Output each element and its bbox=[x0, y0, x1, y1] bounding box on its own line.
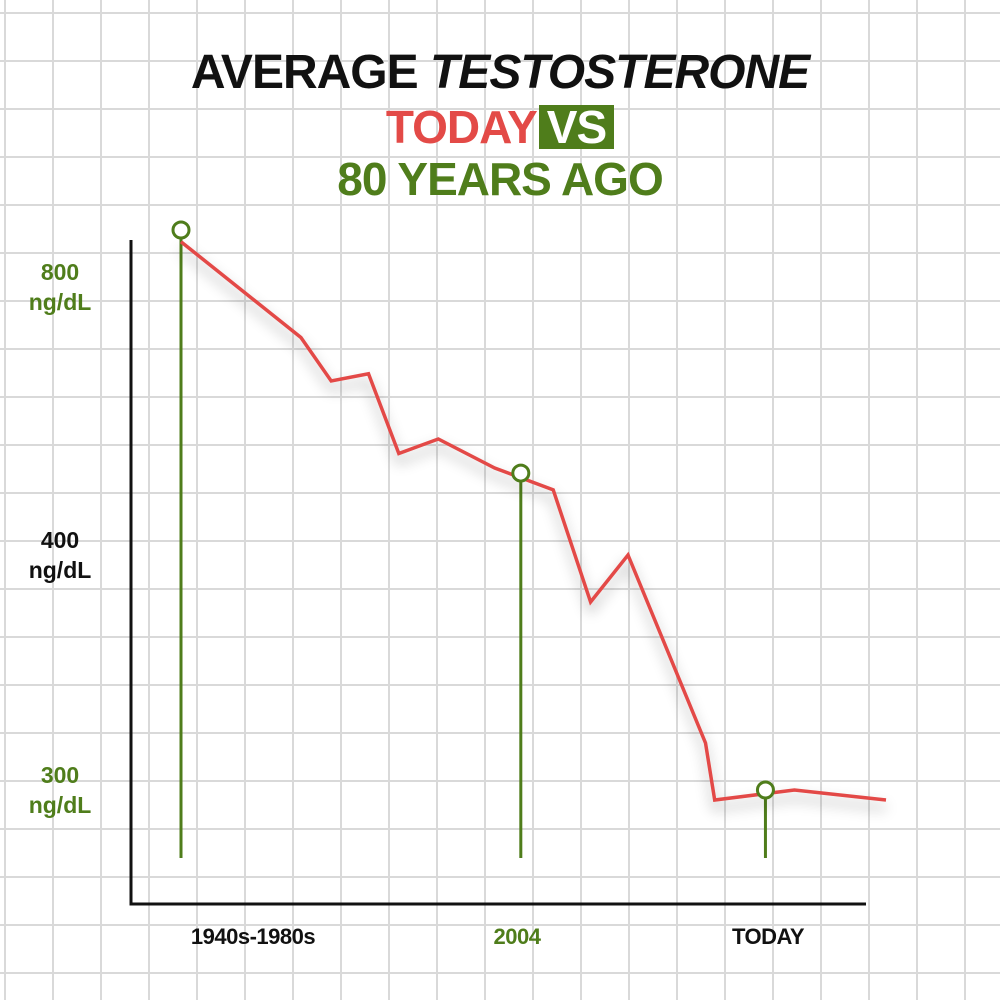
title-average: AVERAGE bbox=[190, 46, 419, 99]
y-tick-value: 800 bbox=[40, 259, 80, 285]
title-line-3: 80 YEARS AGO bbox=[337, 153, 663, 205]
x-tick-label: TODAY bbox=[731, 924, 805, 949]
title-today: TODAY bbox=[385, 101, 538, 153]
data-marker bbox=[755, 780, 775, 800]
y-tick-label: 300 ng/dL bbox=[0, 760, 120, 820]
data-marker bbox=[511, 463, 531, 483]
y-tick-unit: ng/dL bbox=[28, 289, 92, 315]
y-tick-label: 800 ng/dL bbox=[0, 257, 120, 317]
title-line-2: TODAY VS bbox=[0, 101, 1000, 153]
series-line bbox=[179, 240, 887, 802]
y-tick-unit: ng/dL bbox=[28, 557, 92, 583]
y-tick-unit: ng/dL bbox=[28, 792, 92, 818]
data-marker bbox=[171, 220, 191, 240]
y-tick-value: 400 bbox=[40, 527, 80, 553]
x-tick-label: 2004 bbox=[493, 924, 541, 949]
y-tick-value: 300 bbox=[40, 762, 80, 788]
chart-title: AVERAGE TESTOSTERONE TODAY VS 80 YEARS AG… bbox=[0, 45, 1000, 205]
x-tick-label: 1940s-1980s bbox=[190, 924, 316, 949]
title-vs-badge: VS bbox=[538, 104, 615, 150]
title-testosterone: TESTOSTERONE bbox=[429, 46, 810, 99]
y-tick-label: 400 ng/dL bbox=[0, 525, 120, 585]
title-line-1: AVERAGE TESTOSTERONE bbox=[0, 45, 1000, 101]
